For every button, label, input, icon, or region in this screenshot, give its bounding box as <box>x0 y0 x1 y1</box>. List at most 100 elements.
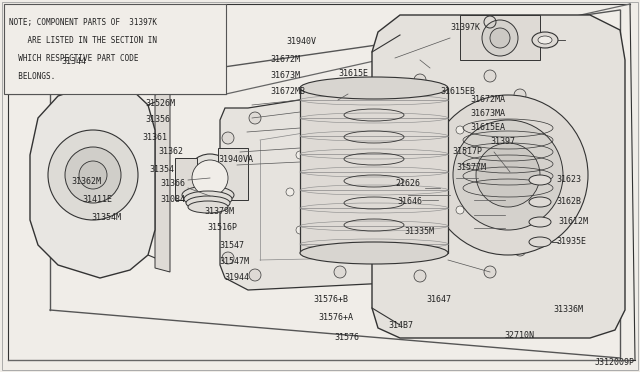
Text: 31362M: 31362M <box>71 177 101 186</box>
Text: 31547: 31547 <box>219 241 244 250</box>
Text: 31517P: 31517P <box>452 148 482 157</box>
Text: 31356: 31356 <box>145 115 170 125</box>
Text: 31577M: 31577M <box>456 164 486 173</box>
Circle shape <box>192 160 228 196</box>
Ellipse shape <box>186 196 230 210</box>
Circle shape <box>522 134 534 146</box>
Circle shape <box>428 95 588 255</box>
Text: 31672M: 31672M <box>270 55 300 64</box>
Text: 31672MA: 31672MA <box>470 96 505 105</box>
Circle shape <box>490 28 510 48</box>
Text: 31576+B: 31576+B <box>313 295 348 305</box>
Circle shape <box>482 20 518 56</box>
Text: 31354: 31354 <box>149 166 174 174</box>
Text: 31366: 31366 <box>160 180 185 189</box>
Text: 31576+A: 31576+A <box>318 314 353 323</box>
Circle shape <box>336 221 344 229</box>
Circle shape <box>336 144 344 152</box>
Circle shape <box>414 74 426 86</box>
Polygon shape <box>372 15 625 338</box>
Ellipse shape <box>529 175 551 185</box>
Circle shape <box>484 266 496 278</box>
Text: 21626: 21626 <box>395 180 420 189</box>
Text: 31940VA: 31940VA <box>218 155 253 164</box>
Text: 31084: 31084 <box>160 196 185 205</box>
Circle shape <box>453 120 563 230</box>
Text: J312009P: J312009P <box>595 358 635 367</box>
Text: 31673MA: 31673MA <box>470 109 505 119</box>
Text: 31576: 31576 <box>334 334 359 343</box>
Text: 31516P: 31516P <box>207 224 237 232</box>
Text: 31615EB: 31615EB <box>440 87 475 96</box>
Text: 31379M: 31379M <box>204 208 234 217</box>
Text: 3162B: 3162B <box>556 198 581 206</box>
Circle shape <box>476 143 540 207</box>
Circle shape <box>222 132 234 144</box>
Text: 31647: 31647 <box>426 295 451 305</box>
Circle shape <box>222 252 234 264</box>
Circle shape <box>456 206 464 214</box>
Circle shape <box>376 138 384 146</box>
Circle shape <box>416 211 424 219</box>
Circle shape <box>79 161 107 189</box>
Text: 31397: 31397 <box>490 138 515 147</box>
Text: 31615EA: 31615EA <box>470 124 505 132</box>
Circle shape <box>414 270 426 282</box>
Ellipse shape <box>532 32 558 48</box>
Text: 31615E: 31615E <box>338 70 368 78</box>
Bar <box>300 88 448 253</box>
Ellipse shape <box>300 242 448 264</box>
Circle shape <box>484 70 496 82</box>
Text: 31397K: 31397K <box>450 23 480 32</box>
Text: 31646: 31646 <box>397 198 422 206</box>
Circle shape <box>186 154 234 202</box>
Ellipse shape <box>529 217 551 227</box>
Circle shape <box>218 194 230 206</box>
Circle shape <box>476 166 484 174</box>
Text: BELONGS.: BELONGS. <box>9 72 55 81</box>
Text: 31411E: 31411E <box>82 196 112 205</box>
Circle shape <box>334 90 346 102</box>
Circle shape <box>65 147 121 203</box>
Text: WHICH RESPECTIVE PART CODE: WHICH RESPECTIVE PART CODE <box>9 54 138 63</box>
Text: 31362: 31362 <box>158 148 183 157</box>
Ellipse shape <box>529 197 551 207</box>
Text: 31361: 31361 <box>142 134 167 142</box>
Text: 31940V: 31940V <box>286 38 316 46</box>
Text: 31672MB: 31672MB <box>270 87 305 96</box>
Ellipse shape <box>529 237 551 247</box>
Polygon shape <box>30 82 155 278</box>
Circle shape <box>48 130 138 220</box>
Ellipse shape <box>300 77 448 99</box>
Text: NOTE; COMPONENT PARTS OF  31397K: NOTE; COMPONENT PARTS OF 31397K <box>9 18 157 27</box>
Circle shape <box>296 226 304 234</box>
Circle shape <box>514 89 526 101</box>
Text: 31944: 31944 <box>224 273 249 282</box>
Circle shape <box>286 188 294 196</box>
Ellipse shape <box>188 201 228 213</box>
Ellipse shape <box>182 186 234 204</box>
Text: 31344: 31344 <box>61 58 86 67</box>
Bar <box>4 4 226 94</box>
Text: 31547M: 31547M <box>219 257 249 266</box>
Text: 32710N: 32710N <box>504 330 534 340</box>
Text: 31673M: 31673M <box>270 71 300 80</box>
Circle shape <box>249 112 261 124</box>
Circle shape <box>376 216 384 224</box>
Circle shape <box>296 151 304 159</box>
Circle shape <box>334 266 346 278</box>
Polygon shape <box>220 70 540 290</box>
Ellipse shape <box>184 191 232 207</box>
Text: 314B7: 314B7 <box>388 321 413 330</box>
Circle shape <box>456 126 464 134</box>
Text: 31336M: 31336M <box>553 305 583 314</box>
Polygon shape <box>155 90 170 272</box>
Ellipse shape <box>538 36 552 44</box>
Text: 31526M: 31526M <box>145 99 175 109</box>
Bar <box>175 158 197 200</box>
Circle shape <box>249 269 261 281</box>
Text: 31935E: 31935E <box>556 237 586 247</box>
Text: 31354M: 31354M <box>91 214 121 222</box>
Bar <box>218 148 248 200</box>
Circle shape <box>522 194 534 206</box>
